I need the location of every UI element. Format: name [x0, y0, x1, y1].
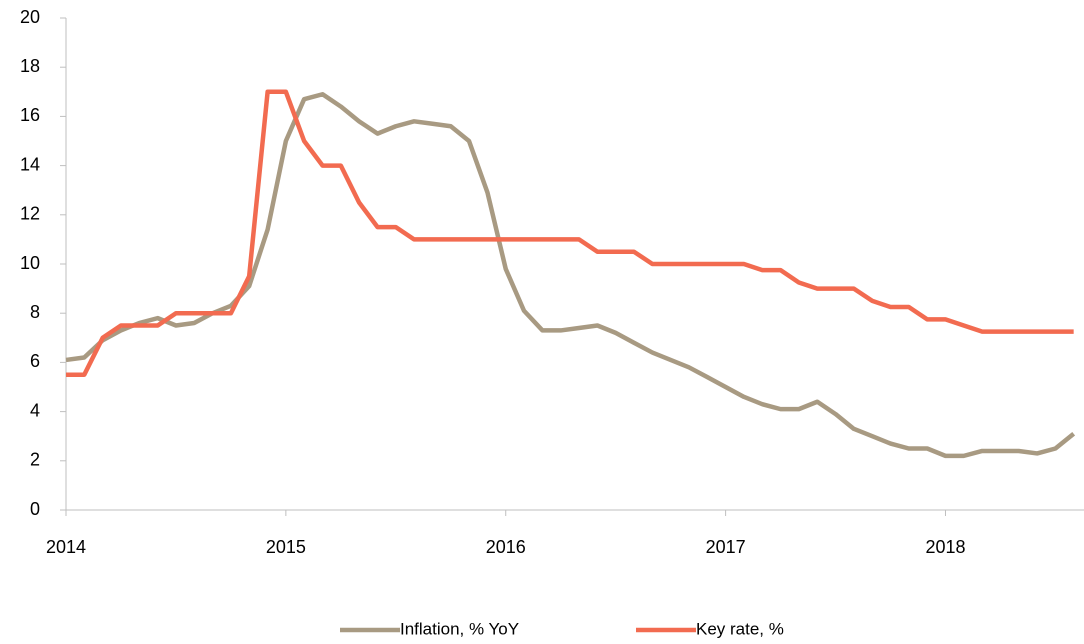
y-tick-label: 6 [30, 351, 40, 371]
x-tick-label: 2018 [925, 537, 965, 557]
series-line [65, 92, 1076, 459]
x-tick-label: 2015 [266, 537, 306, 557]
y-tick-label: 8 [30, 302, 40, 322]
legend: Inflation, % YoY Key rate, % [340, 619, 784, 638]
y-tick-label: 12 [20, 204, 40, 224]
y-tick-label: 20 [20, 7, 40, 27]
y-tick-label: 14 [20, 154, 40, 174]
y-tick-label: 16 [20, 105, 40, 125]
y-tick-label: 18 [20, 56, 40, 76]
x-tick-label: 2016 [486, 537, 526, 557]
y-tick-label: 4 [30, 400, 40, 420]
y-tick-label: 0 [30, 499, 40, 519]
y-tick-label: 2 [30, 450, 40, 470]
x-tick-label: 2017 [706, 537, 746, 557]
x-tick-label: 2014 [46, 537, 86, 557]
y-tick-label: 10 [20, 253, 40, 273]
series-line [66, 89, 1074, 377]
legend-label: Inflation, % YoY [400, 619, 519, 638]
legend-label: Key rate, % [696, 619, 784, 638]
